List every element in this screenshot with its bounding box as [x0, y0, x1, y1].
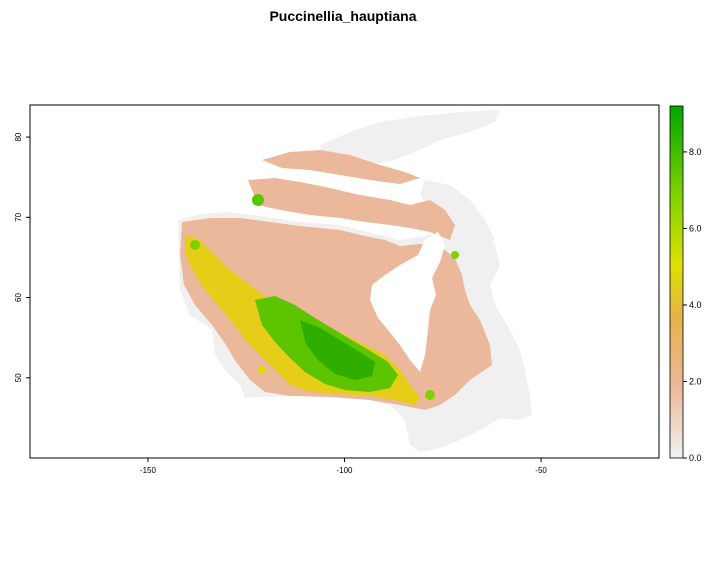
- arctic-low-patches: [248, 178, 455, 240]
- legend-colorbar: [669, 105, 684, 459]
- x-axis: -150 -100 -50: [140, 458, 547, 475]
- legend-tick-label: 0.0: [689, 453, 702, 463]
- y-tick-label: 60: [14, 293, 23, 302]
- legend-tick-label: 2.0: [689, 376, 702, 386]
- arctic-islands: [320, 110, 500, 165]
- color-legend: 0.0 2.0 4.0 6.0 8.0: [669, 105, 702, 463]
- green-patch: [252, 194, 264, 206]
- x-tick-label: -50: [535, 466, 547, 475]
- legend-ticks: 0.0 2.0 4.0 6.0 8.0: [683, 147, 702, 463]
- baffin-island: [420, 180, 495, 250]
- legend-tick-label: 6.0: [689, 223, 702, 233]
- hudson-bay: [370, 232, 445, 372]
- y-axis: 50 60 70 80: [14, 132, 30, 382]
- y-tick-label: 70: [14, 212, 23, 221]
- green-patch: [451, 251, 459, 259]
- green-patch: [258, 366, 266, 374]
- legend-tick-label: 4.0: [689, 300, 702, 310]
- map-panel: -150 -100 -50 50 60 70 80: [14, 104, 660, 475]
- peak-suitability: [300, 320, 375, 380]
- x-tick-label: -100: [336, 466, 353, 475]
- arctic-top-patch: [262, 150, 420, 184]
- y-tick-label: 50: [14, 373, 23, 382]
- legend-tick-label: 8.0: [689, 147, 702, 157]
- y-tick-label: 80: [14, 132, 23, 141]
- map-title: Puccinellia_hauptiana: [269, 8, 416, 24]
- green-patch: [425, 390, 435, 400]
- x-tick-label: -150: [140, 466, 157, 475]
- raster-layer: [178, 110, 532, 452]
- green-patch: [190, 240, 200, 250]
